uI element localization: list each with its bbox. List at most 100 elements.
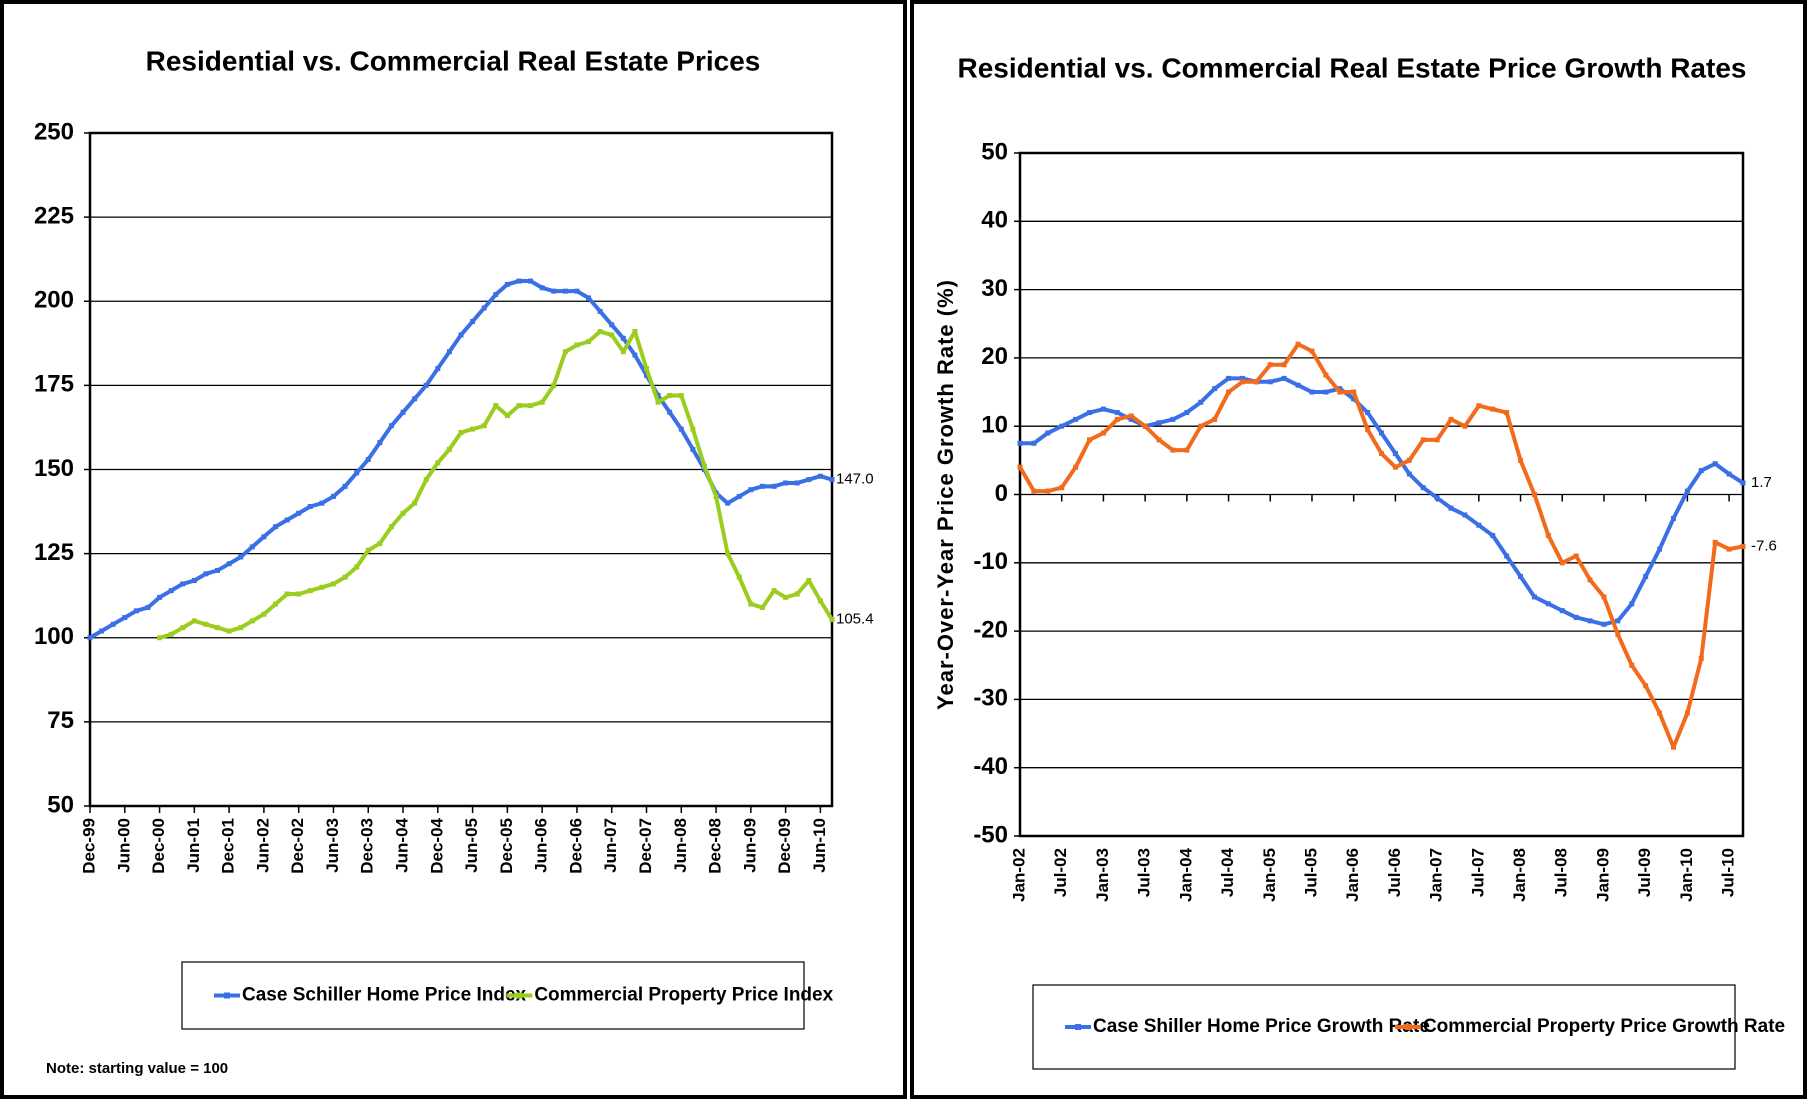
series-marker <box>528 278 534 284</box>
series-marker <box>423 477 429 483</box>
series-marker <box>319 500 325 506</box>
series-marker <box>1518 573 1524 579</box>
series-marker <box>1045 488 1051 494</box>
series-marker <box>435 366 441 372</box>
y-tick-label: -50 <box>973 821 1008 848</box>
x-tick-label: Jul-02 <box>1051 848 1070 897</box>
series-marker <box>829 617 835 623</box>
x-tick-label: Dec-02 <box>288 818 307 874</box>
series-marker <box>1698 468 1704 474</box>
series-marker <box>1045 430 1051 436</box>
series-marker <box>1420 437 1426 443</box>
series-marker <box>1267 379 1273 385</box>
series-marker <box>458 429 464 435</box>
legend-swatch-marker <box>1404 1024 1411 1030</box>
series-marker <box>597 308 603 314</box>
series-marker <box>690 446 696 452</box>
series-marker <box>1351 396 1357 402</box>
series-marker <box>1281 375 1287 381</box>
series-marker <box>284 591 290 597</box>
series-marker <box>470 318 476 324</box>
legend-box <box>1032 984 1736 1070</box>
series-marker <box>1629 601 1635 607</box>
series-marker <box>1448 416 1454 422</box>
series-marker <box>1726 546 1732 552</box>
series-marker <box>1253 379 1259 385</box>
series-marker <box>157 635 163 641</box>
series-marker <box>1615 618 1621 624</box>
x-tick-label: Jan-08 <box>1510 848 1529 902</box>
series-marker <box>1657 710 1663 716</box>
series-marker <box>1212 386 1218 392</box>
series-marker <box>655 399 661 405</box>
series-marker <box>1670 515 1676 521</box>
x-tick-label: Jun-07 <box>601 818 620 873</box>
series-marker <box>817 473 823 479</box>
x-tick-label: Jun-06 <box>532 818 551 873</box>
x-tick-label: Jan-04 <box>1176 847 1195 901</box>
y-tick-label: 150 <box>34 455 74 482</box>
series-marker <box>655 392 661 398</box>
series-marker <box>794 591 800 597</box>
series-marker <box>354 470 360 476</box>
series-marker <box>1198 423 1204 429</box>
series-marker <box>284 517 290 523</box>
series-marker <box>1128 413 1134 419</box>
x-tick-label: Dec-04 <box>427 817 446 873</box>
series-marker <box>748 601 754 607</box>
series-marker <box>1239 375 1245 381</box>
series-marker <box>759 604 765 610</box>
series-marker <box>783 480 789 486</box>
series-line <box>159 329 834 640</box>
right-panel-border <box>910 0 1807 1099</box>
plot-frame <box>88 131 834 808</box>
series-marker <box>203 571 209 577</box>
series-marker <box>1073 416 1079 422</box>
y-tick-label: 175 <box>34 371 74 398</box>
series-marker <box>1226 375 1232 381</box>
x-tick-label: Jun-05 <box>462 818 481 873</box>
series-marker <box>412 396 418 402</box>
series-marker <box>1295 341 1301 347</box>
x-tick-label: Jul-07 <box>1468 848 1487 897</box>
series-marker <box>180 581 186 587</box>
chart-title: Residential vs. Commercial Real Estate P… <box>958 52 1747 83</box>
series-marker <box>1476 403 1482 409</box>
series-marker <box>168 588 174 594</box>
series-marker <box>1392 464 1398 470</box>
series-marker <box>597 329 603 335</box>
series-marker <box>1198 399 1204 405</box>
series-marker <box>1309 348 1315 354</box>
series-marker <box>1504 553 1510 559</box>
series-marker <box>1239 379 1245 385</box>
series-marker <box>678 426 684 432</box>
series-marker <box>1601 621 1607 627</box>
legend-swatch-marker <box>516 992 523 999</box>
series-marker <box>215 567 221 573</box>
series-marker <box>574 342 580 348</box>
x-tick-label: Dec-99 <box>79 818 98 874</box>
series-marker <box>1531 492 1537 497</box>
x-tick-label: Jan-07 <box>1427 848 1446 902</box>
series-marker <box>1100 430 1106 436</box>
legend-label: Commercial Property Price Growth Rate <box>1423 1016 1785 1037</box>
series-marker <box>1406 457 1412 463</box>
series-marker <box>400 409 406 415</box>
series-marker <box>1100 406 1106 412</box>
series-marker <box>504 281 510 287</box>
series-marker <box>1226 389 1232 395</box>
series-marker <box>1740 543 1746 549</box>
chart-title: Residential vs. Commercial Real Estate P… <box>146 45 761 76</box>
y-tick-label: -40 <box>973 753 1008 780</box>
series-marker <box>817 598 823 604</box>
series-marker <box>1309 389 1315 395</box>
series-marker <box>1587 577 1593 583</box>
series-marker <box>1420 485 1426 491</box>
series-marker <box>1406 471 1412 477</box>
series-marker <box>1142 423 1148 429</box>
y-tick-label: 50 <box>981 138 1008 165</box>
series-marker <box>725 551 731 557</box>
x-tick-label: Jan-10 <box>1677 848 1696 902</box>
series-marker <box>620 349 626 355</box>
series-marker <box>1212 416 1218 422</box>
